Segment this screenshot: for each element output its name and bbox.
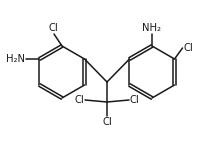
Text: Cl: Cl — [102, 117, 112, 127]
Text: H₂N: H₂N — [6, 54, 25, 64]
Text: Cl: Cl — [48, 23, 58, 33]
Text: Cl: Cl — [74, 95, 84, 105]
Text: Cl: Cl — [184, 43, 193, 53]
Text: Cl: Cl — [130, 95, 140, 105]
Text: NH₂: NH₂ — [143, 23, 162, 33]
